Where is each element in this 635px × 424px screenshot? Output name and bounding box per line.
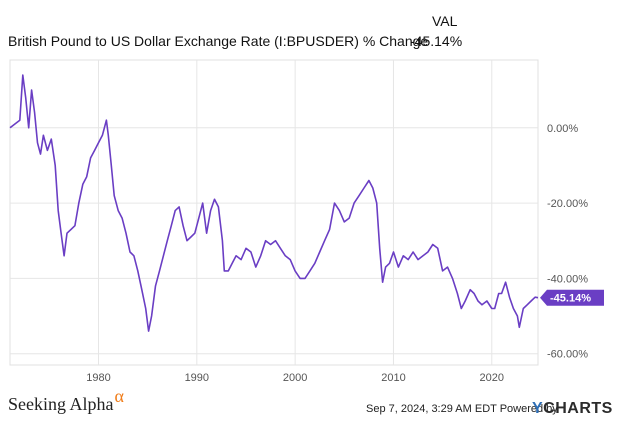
x-tick-label: 1990 [185,372,209,384]
ycharts-logo-text: CHARTS [543,400,613,417]
x-tick-label: 2010 [381,372,405,384]
alpha-symbol: α [114,386,124,406]
grid [10,60,538,365]
series-line [9,74,539,332]
ycharts-logo: YCHARTS [532,400,613,418]
y-tick-label: -20.00% [547,198,588,210]
legend-value-header: VAL [432,13,458,29]
y-tick-label: 0.00% [547,123,578,135]
ycharts-logo-y: Y [532,400,544,417]
x-tick-label: 2000 [283,372,307,384]
seeking-alpha-logo: Seeking Alphaα [8,386,124,415]
brand-name: Seeking Alpha [8,394,114,414]
legend-series-title: British Pound to US Dollar Exchange Rate… [8,33,429,49]
legend-series-value: -45.14% [410,33,463,49]
x-tick-label: 2020 [480,372,504,384]
y-tick-label: -60.00% [547,349,588,361]
x-tick-label: 1980 [86,372,110,384]
y-tick-label: -40.00% [547,273,588,285]
timestamp: Sep 7, 2024, 3:29 AM EDT Powered by [366,403,558,415]
plot-frame [9,59,539,366]
last-value-label: -45.14% [540,289,604,306]
last-value-label-text: -45.14% [550,293,591,305]
last-value-label-bg [540,289,604,306]
y-axis-ticks: 0.00% -20.00% -40.00% -60.00% [547,123,588,361]
x-axis-ticks: 1980 1990 2000 2010 2020 [86,372,504,384]
